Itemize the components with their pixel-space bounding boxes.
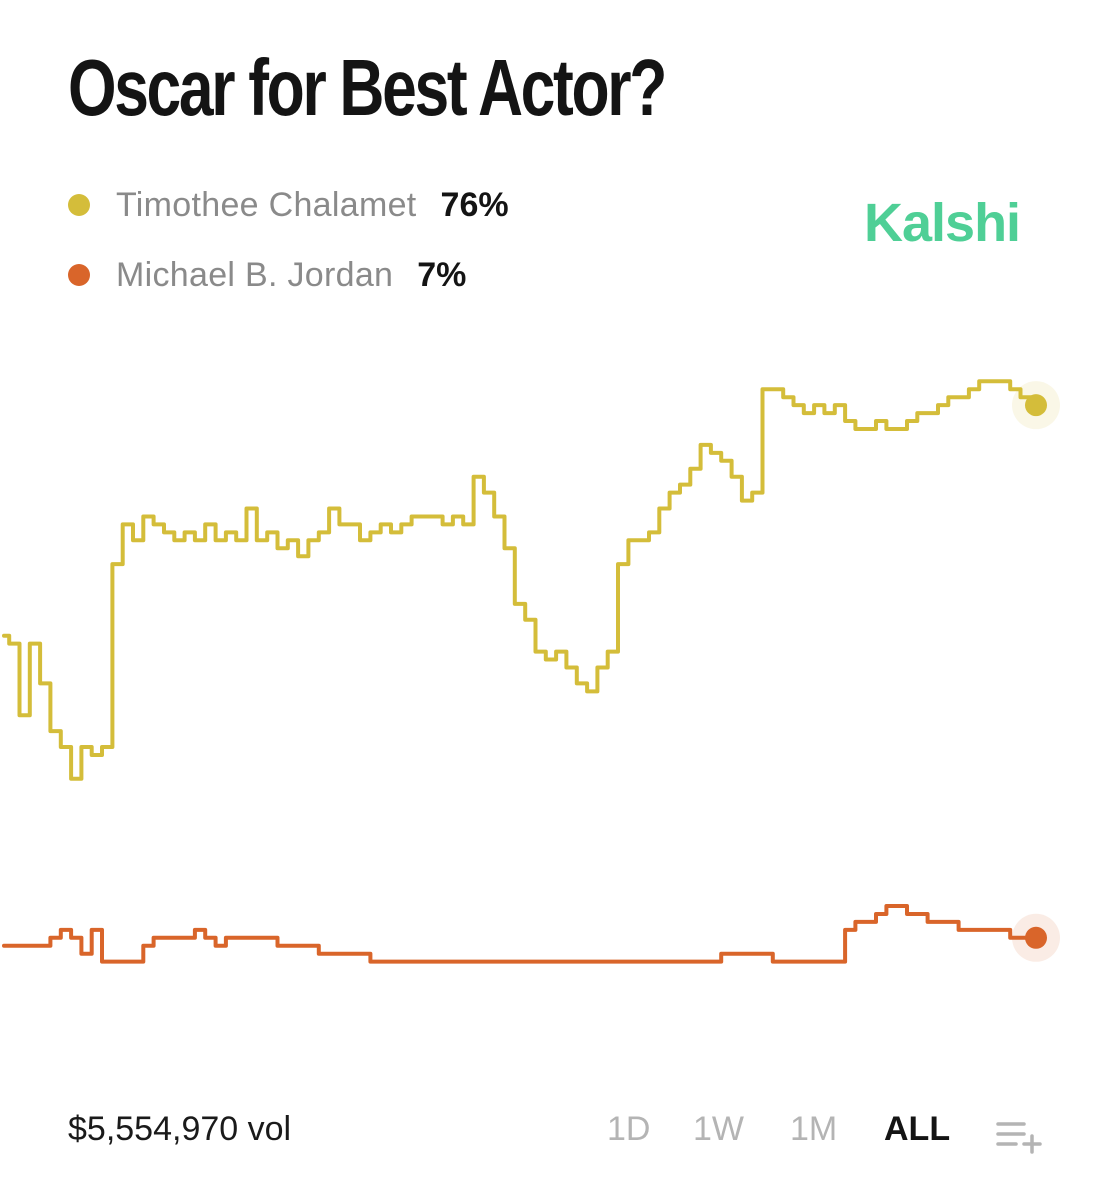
range-button-all[interactable]: ALL — [884, 1110, 951, 1148]
page-title: Oscar for Best Actor? — [68, 43, 667, 132]
series-endpoint-2 — [1025, 926, 1047, 949]
chart-footer: $5,554,970 vol 1D 1W 1M ALL — [0, 1100, 1107, 1164]
series-1-color-dot-icon — [68, 194, 90, 216]
series-endpoint-1 — [1025, 394, 1047, 417]
volume-label: $5,554,970 vol — [68, 1110, 292, 1148]
range-button-1m[interactable]: 1M — [790, 1110, 838, 1148]
legend: Timothee Chalamet 76% Michael B. Jordan … — [68, 170, 509, 310]
legend-name: Timothee Chalamet — [116, 185, 417, 224]
chart-lines — [2, 379, 1038, 964]
chart-endpoints — [1012, 381, 1060, 962]
brand-logo: Kalshi — [864, 193, 1021, 253]
range-button-1w[interactable]: 1W — [693, 1110, 744, 1148]
legend-name: Michael B. Jordan — [116, 255, 394, 294]
series-line-1 — [2, 379, 1038, 781]
series-2-color-dot-icon — [68, 264, 90, 286]
legend-value: 76% — [440, 185, 509, 224]
range-button-1d[interactable]: 1D — [607, 1110, 651, 1148]
legend-item-series-1: Timothee Chalamet 76% — [68, 170, 509, 240]
series-line-2 — [2, 904, 1038, 964]
legend-item-series-2: Michael B. Jordan 7% — [68, 240, 509, 310]
list-plus-icon[interactable] — [996, 1120, 1044, 1154]
line-chart[interactable] — [0, 0, 1107, 1100]
legend-value: 7% — [417, 255, 467, 294]
